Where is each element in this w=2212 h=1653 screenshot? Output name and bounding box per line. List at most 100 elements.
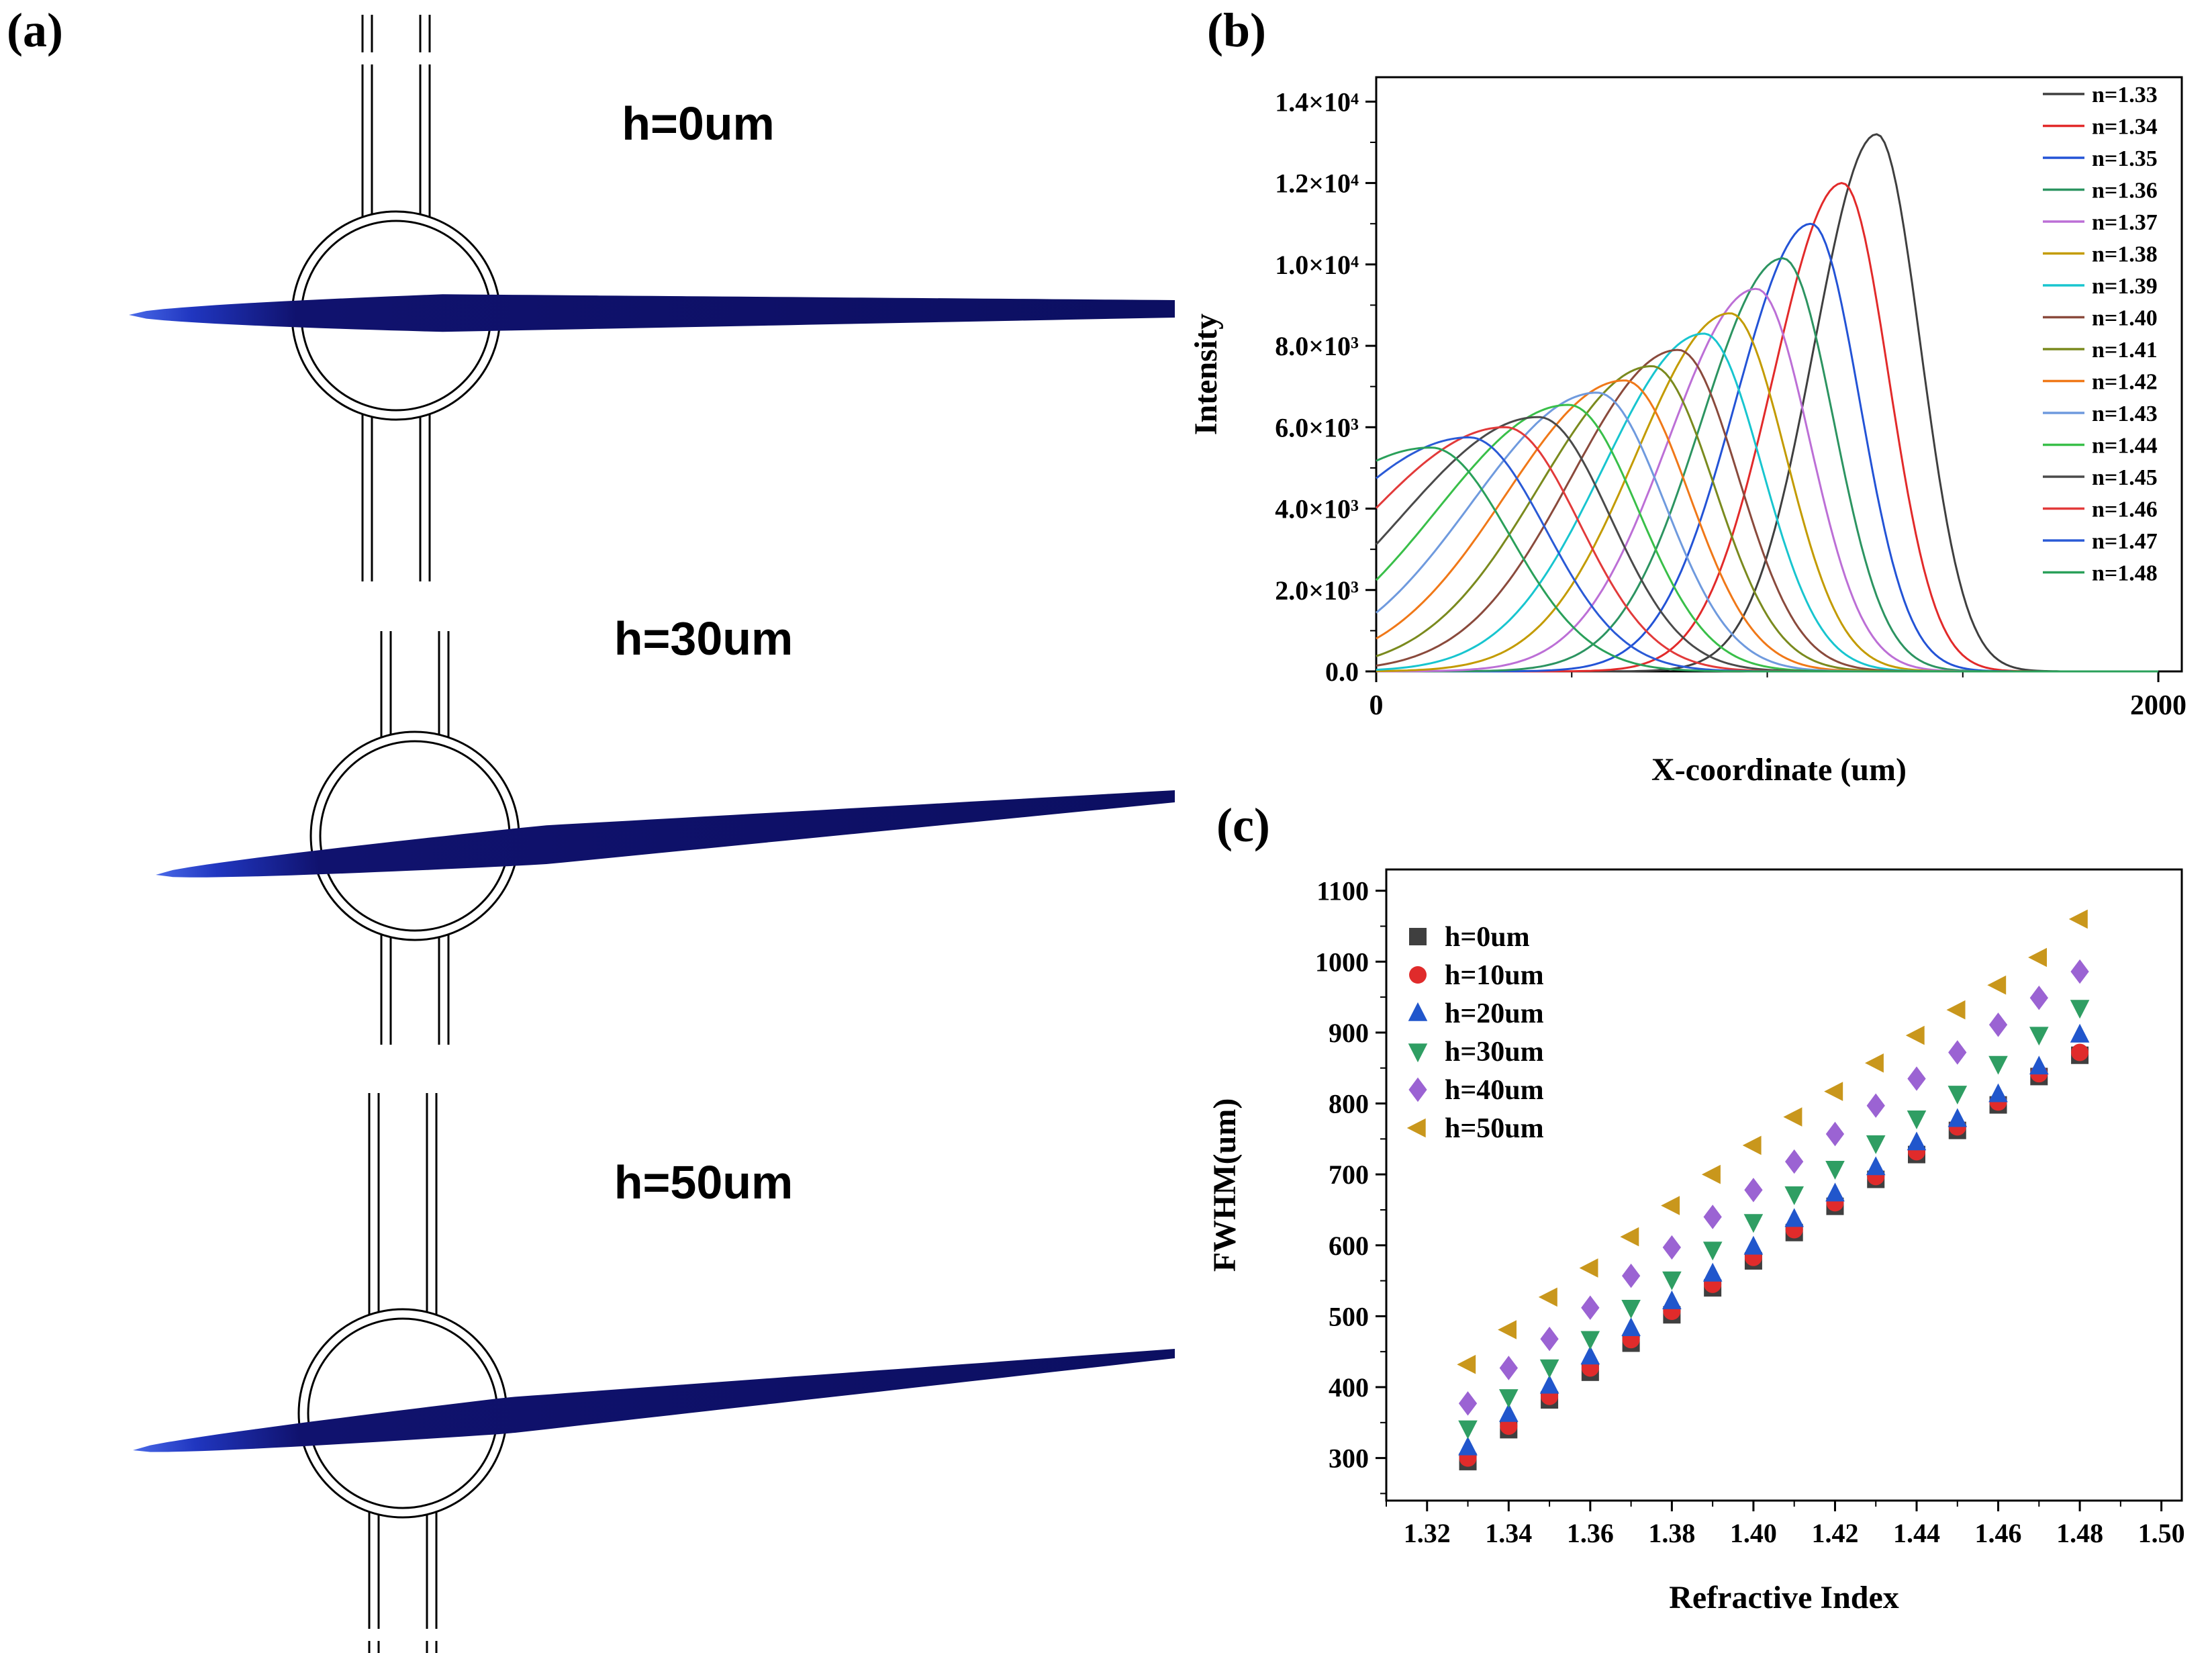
legend-label: h=10um bbox=[1445, 960, 1544, 991]
legend-label: n=1.35 bbox=[2092, 146, 2158, 171]
y-tick-label: 700 bbox=[1329, 1160, 1369, 1190]
x-axis: 0 2000 X-coordinate (um) bbox=[1369, 671, 2186, 788]
legend-label: n=1.47 bbox=[2092, 529, 2158, 554]
legend-item: n=1.47 bbox=[2043, 529, 2158, 554]
legend-item: h=20um bbox=[1408, 998, 1544, 1029]
y-tick-label: 1.2×10⁴ bbox=[1275, 169, 1359, 199]
x-tick-label: 1.40 bbox=[1730, 1518, 1777, 1548]
schematic-unit: h=0um bbox=[129, 15, 1175, 581]
legend-label: h=30um bbox=[1445, 1037, 1544, 1068]
legend-item: n=1.34 bbox=[2043, 115, 2158, 140]
series-h=10um bbox=[1459, 1043, 2089, 1467]
y-axis-title: FWHM(um) bbox=[1207, 1098, 1243, 1272]
y-tick-label: 1100 bbox=[1316, 876, 1369, 906]
series-h=50um bbox=[1457, 909, 2088, 1374]
legend-item: n=1.41 bbox=[2043, 338, 2158, 363]
y-tick-label: 800 bbox=[1329, 1089, 1369, 1119]
legend-item: h=10um bbox=[1409, 960, 1544, 991]
y-tick-label: 4.0×10³ bbox=[1275, 494, 1359, 524]
legend: n=1.33 n=1.34 n=1.35 n=1.36 n=1.37 n=1.38 n=1.… bbox=[2043, 83, 2158, 586]
series-h=0um bbox=[1459, 1046, 2089, 1470]
height-label: h=50um bbox=[614, 1156, 794, 1209]
legend-label: n=1.40 bbox=[2092, 306, 2158, 331]
legend-label: n=1.39 bbox=[2092, 274, 2158, 299]
y-tick-label: 1.0×10⁴ bbox=[1275, 250, 1359, 280]
height-label: h=0um bbox=[622, 97, 775, 150]
y-tick-label: 400 bbox=[1329, 1372, 1369, 1403]
x-axis: 1.32 1.34 1.36 1.38 1.40 1.42 1.44 1.46 1.48 1.50… bbox=[1386, 1501, 2185, 1615]
y-axis: 0.0 2.0×10³ 4.0×10³ 6.0×10³ 8.0×10³ 1.0×10⁴ 1.… bbox=[1188, 87, 1376, 687]
height-label: h=30um bbox=[614, 612, 794, 665]
legend-item: n=1.35 bbox=[2043, 146, 2158, 171]
series-n=1.36 bbox=[1376, 257, 2158, 673]
x-tick-label: 2000 bbox=[2130, 690, 2186, 721]
x-tick-label: 1.44 bbox=[1893, 1518, 1940, 1548]
legend-label: h=20um bbox=[1445, 998, 1544, 1029]
x-tick-label: 1.46 bbox=[1975, 1518, 2022, 1548]
x-axis-title: Refractive Index bbox=[1669, 1580, 1899, 1615]
x-tick-label: 0 bbox=[1369, 690, 1384, 721]
y-tick-label: 900 bbox=[1329, 1018, 1369, 1048]
panel-b-label: (b) bbox=[1207, 3, 1266, 57]
legend-item: n=1.33 bbox=[2043, 83, 2158, 107]
legend: h=0um h=10um h=20um h=30um h=40um h=50um bbox=[1406, 922, 1544, 1144]
y-tick-label: 6.0×10³ bbox=[1275, 412, 1359, 442]
channel-walls bbox=[380, 631, 450, 1045]
legend-item: n=1.40 bbox=[2043, 306, 2158, 331]
plot-frame bbox=[1375, 76, 2183, 673]
series-n=1.41 bbox=[1376, 365, 2158, 673]
series-n=1.42 bbox=[1376, 379, 2158, 673]
scatter-points bbox=[1457, 909, 2090, 1470]
schematic-unit: h=50um bbox=[133, 1093, 1175, 1653]
channel-walls bbox=[368, 1093, 438, 1653]
panel-c-label: (c) bbox=[1216, 798, 1270, 852]
y-tick-label: 8.0×10³ bbox=[1275, 331, 1359, 361]
legend-label: n=1.33 bbox=[2092, 83, 2158, 107]
series-h=40um bbox=[1458, 959, 2089, 1416]
y-tick-label: 500 bbox=[1329, 1301, 1369, 1331]
series-n=1.48 bbox=[1376, 446, 2158, 673]
x-tick-label: 1.42 bbox=[1811, 1518, 1858, 1548]
x-tick-label: 1.48 bbox=[2056, 1518, 2103, 1548]
legend-label: n=1.46 bbox=[2092, 498, 2158, 522]
legend-item: n=1.42 bbox=[2043, 370, 2158, 395]
legend-label: n=1.42 bbox=[2092, 370, 2158, 395]
legend-label: h=0um bbox=[1445, 922, 1530, 953]
legend-item: n=1.45 bbox=[2043, 465, 2158, 490]
x-axis-title: X-coordinate (um) bbox=[1651, 752, 1907, 788]
y-tick-label: 600 bbox=[1329, 1231, 1369, 1261]
series-h=30um bbox=[1458, 1000, 2090, 1439]
legend-label: h=50um bbox=[1445, 1113, 1544, 1144]
legend-item: n=1.43 bbox=[2043, 402, 2158, 426]
y-tick-label: 1.4×10⁴ bbox=[1275, 87, 1359, 117]
y-axis: 300 400 500 600 700 800 900 1000 1100 FWHM(um) bbox=[1207, 876, 1386, 1495]
series-n=1.43 bbox=[1376, 391, 2158, 673]
microfluidic-schematic: h=0um h=30um h=50um bbox=[129, 15, 1175, 1653]
x-tick-label: 1.50 bbox=[2138, 1518, 2185, 1548]
legend-label: n=1.37 bbox=[2092, 210, 2158, 235]
channel-walls bbox=[361, 15, 431, 581]
fwhm-chart: 300 400 500 600 700 800 900 1000 1100 FWHM(um) 1.3… bbox=[1207, 868, 2185, 1615]
legend-item: n=1.44 bbox=[2043, 434, 2158, 459]
y-tick-label: 0.0 bbox=[1325, 657, 1359, 687]
legend-label: h=40um bbox=[1445, 1075, 1544, 1106]
y-tick-label: 300 bbox=[1329, 1444, 1369, 1474]
schematic-unit: h=30um bbox=[156, 612, 1175, 1045]
legend-label: n=1.41 bbox=[2092, 338, 2158, 363]
legend-item: n=1.36 bbox=[2043, 179, 2158, 203]
legend-item: n=1.37 bbox=[2043, 210, 2158, 235]
curves bbox=[1375, 133, 2158, 673]
series-h=20um bbox=[1458, 1023, 2090, 1456]
legend-item: n=1.38 bbox=[2043, 242, 2158, 267]
legend-label: n=1.38 bbox=[2092, 242, 2158, 267]
legend-label: n=1.44 bbox=[2092, 434, 2158, 459]
legend-item: n=1.39 bbox=[2043, 274, 2158, 299]
x-tick-label: 1.36 bbox=[1567, 1518, 1614, 1548]
light-beam bbox=[129, 294, 1175, 332]
y-tick-label: 1000 bbox=[1315, 947, 1369, 977]
series-n=1.44 bbox=[1375, 404, 2158, 673]
legend-item: h=50um bbox=[1406, 1113, 1544, 1144]
legend-item: h=30um bbox=[1408, 1037, 1544, 1068]
legend-label: n=1.43 bbox=[2092, 402, 2158, 426]
